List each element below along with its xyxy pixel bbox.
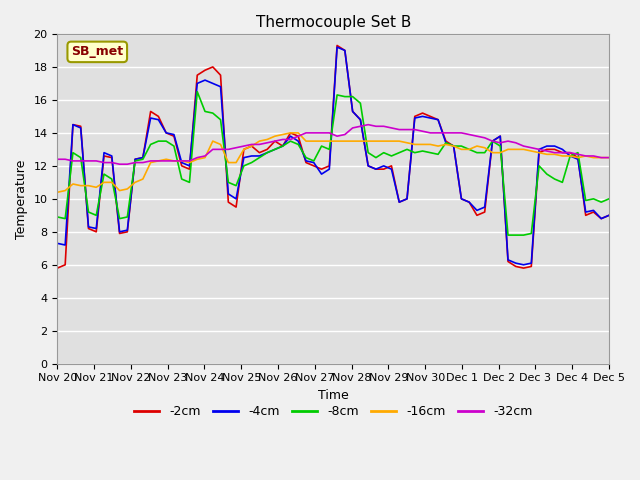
Y-axis label: Temperature: Temperature — [15, 159, 28, 239]
X-axis label: Time: Time — [318, 389, 349, 402]
Text: SB_met: SB_met — [71, 46, 124, 59]
Title: Thermocouple Set B: Thermocouple Set B — [255, 15, 411, 30]
Legend: -2cm, -4cm, -8cm, -16cm, -32cm: -2cm, -4cm, -8cm, -16cm, -32cm — [129, 400, 538, 423]
